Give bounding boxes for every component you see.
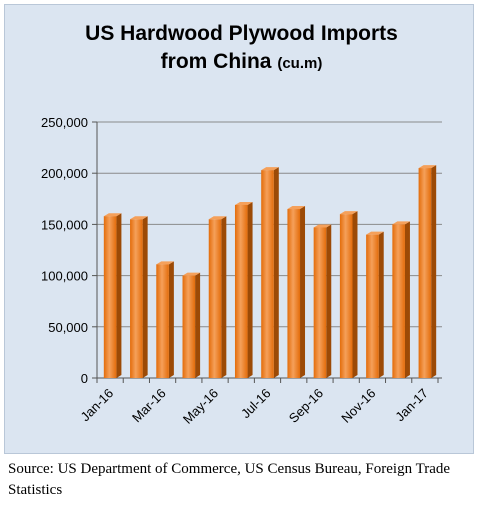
bar-side bbox=[142, 216, 148, 378]
bar bbox=[392, 224, 405, 378]
x-tick-label: Mar-16 bbox=[129, 386, 169, 426]
bar-top bbox=[313, 224, 332, 228]
bar bbox=[287, 209, 301, 378]
bar bbox=[182, 275, 196, 378]
bar bbox=[366, 234, 379, 378]
bar bbox=[261, 170, 274, 378]
bar bbox=[103, 216, 117, 378]
x-tick-label: Sep-16 bbox=[286, 386, 326, 426]
chart-title-line1: US Hardwood Plywood Imports bbox=[85, 22, 398, 45]
bar-top bbox=[287, 206, 306, 210]
bar-side bbox=[168, 261, 174, 378]
bar bbox=[234, 204, 248, 378]
chart-title-line2-text: from China bbox=[160, 50, 272, 73]
bar bbox=[313, 227, 327, 378]
bar-side bbox=[116, 213, 122, 378]
bar-side bbox=[404, 221, 410, 378]
chart-plot: 0 50,000 100,000 150,000 200,000 250,000 Jan-1… bbox=[41, 115, 442, 427]
bar-top bbox=[261, 167, 279, 171]
bar-side bbox=[352, 211, 358, 378]
bar bbox=[156, 264, 169, 378]
bar-side bbox=[221, 216, 227, 378]
x-tick-label: Nov-16 bbox=[338, 386, 378, 426]
bar-top bbox=[182, 272, 201, 276]
bar-side bbox=[326, 224, 332, 378]
y-tick-label: 150,000 bbox=[41, 217, 88, 232]
chart-title-line2: from China (cu.m) bbox=[0, 48, 483, 78]
bar-top bbox=[156, 261, 174, 265]
y-tick-label: 0 bbox=[81, 371, 88, 386]
bar bbox=[418, 168, 432, 378]
bar bbox=[339, 214, 353, 378]
y-tick-label: 200,000 bbox=[41, 166, 88, 181]
bar-top bbox=[103, 213, 122, 217]
bar-top bbox=[418, 165, 437, 169]
x-tick-label: May-16 bbox=[180, 386, 221, 427]
x-tick-label: Jul-16 bbox=[238, 386, 274, 422]
bar-top bbox=[208, 216, 227, 220]
chart-title: US Hardwood Plywood Imports from China (… bbox=[0, 20, 483, 78]
x-tick-label: Jan-17 bbox=[392, 386, 431, 425]
y-tick-label: 100,000 bbox=[41, 269, 88, 284]
chart-title-unit: (cu.m) bbox=[277, 55, 323, 72]
bar-side bbox=[431, 165, 437, 378]
x-tick-label: Jan-16 bbox=[78, 386, 117, 425]
bar-top bbox=[130, 216, 148, 220]
bar bbox=[208, 219, 222, 378]
bar-top bbox=[392, 221, 410, 225]
bar-top bbox=[234, 201, 253, 205]
bar-side bbox=[273, 167, 279, 378]
bar-side bbox=[378, 231, 384, 378]
bar-side bbox=[195, 272, 201, 378]
bar bbox=[130, 219, 143, 378]
bar-top bbox=[366, 231, 384, 235]
y-tick-label: 250,000 bbox=[41, 115, 88, 130]
bar-side bbox=[300, 206, 306, 378]
y-tick-label: 50,000 bbox=[48, 320, 88, 335]
bar-side bbox=[247, 201, 253, 378]
source-note: Source: US Department of Commerce, US Ce… bbox=[8, 461, 451, 498]
bar-top bbox=[339, 211, 358, 215]
